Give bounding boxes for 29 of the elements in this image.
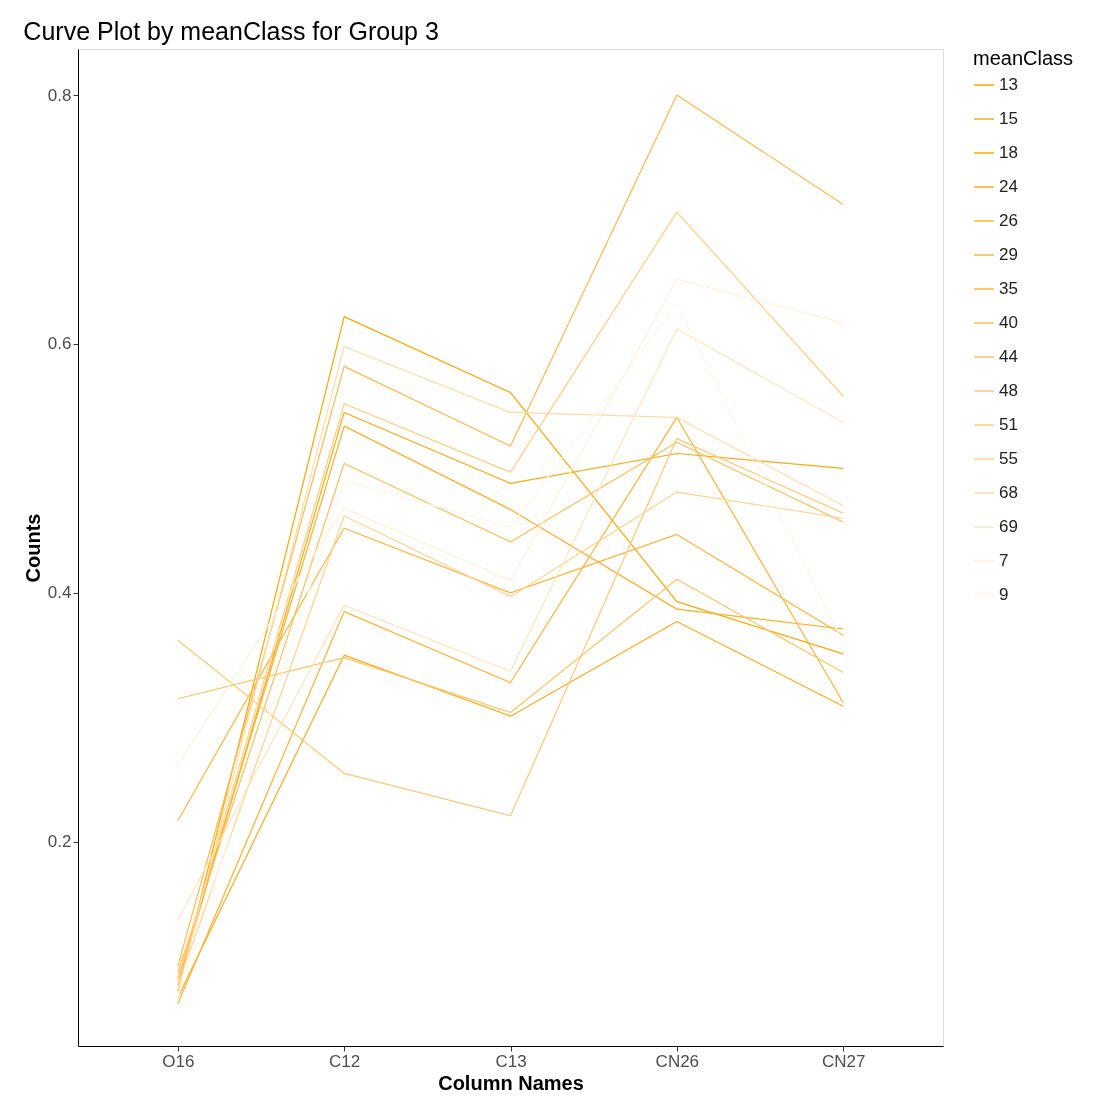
x-tick-label: O16 <box>162 1051 195 1071</box>
legend-label: 18 <box>999 143 1018 162</box>
legend-label: 69 <box>999 517 1018 536</box>
legend-label: 48 <box>999 381 1018 400</box>
x-tick-label: C13 <box>495 1051 527 1071</box>
legend-label: 68 <box>999 483 1018 502</box>
x-axis-title: Column Names <box>438 1071 584 1094</box>
legend-label: 51 <box>999 415 1018 434</box>
legend-label: 7 <box>999 551 1009 570</box>
y-tick-label: 0.4 <box>47 583 72 603</box>
y-axis-title: Counts <box>21 513 44 583</box>
legend-label: 13 <box>999 75 1018 94</box>
x-tick-label: CN27 <box>821 1051 866 1071</box>
legend-label: 9 <box>999 585 1009 604</box>
legend-label: 26 <box>999 211 1018 230</box>
y-tick-label: 0.2 <box>47 832 72 852</box>
legend-label: 55 <box>999 449 1018 468</box>
legend-label: 35 <box>999 279 1018 298</box>
y-tick-label: 0.6 <box>47 334 72 354</box>
legend-label: 15 <box>999 109 1018 128</box>
x-tick-label: CN26 <box>655 1051 700 1071</box>
chart-title: Curve Plot by meanClass for Group 3 <box>23 17 439 45</box>
legend-label: 29 <box>999 245 1018 264</box>
legend-label: 24 <box>999 177 1018 196</box>
legend-label: 40 <box>999 313 1018 332</box>
legend-title: meanClass <box>973 47 1074 69</box>
legend-label: 44 <box>999 347 1018 366</box>
y-tick-label: 0.8 <box>47 85 72 105</box>
x-tick-label: C12 <box>329 1051 361 1071</box>
